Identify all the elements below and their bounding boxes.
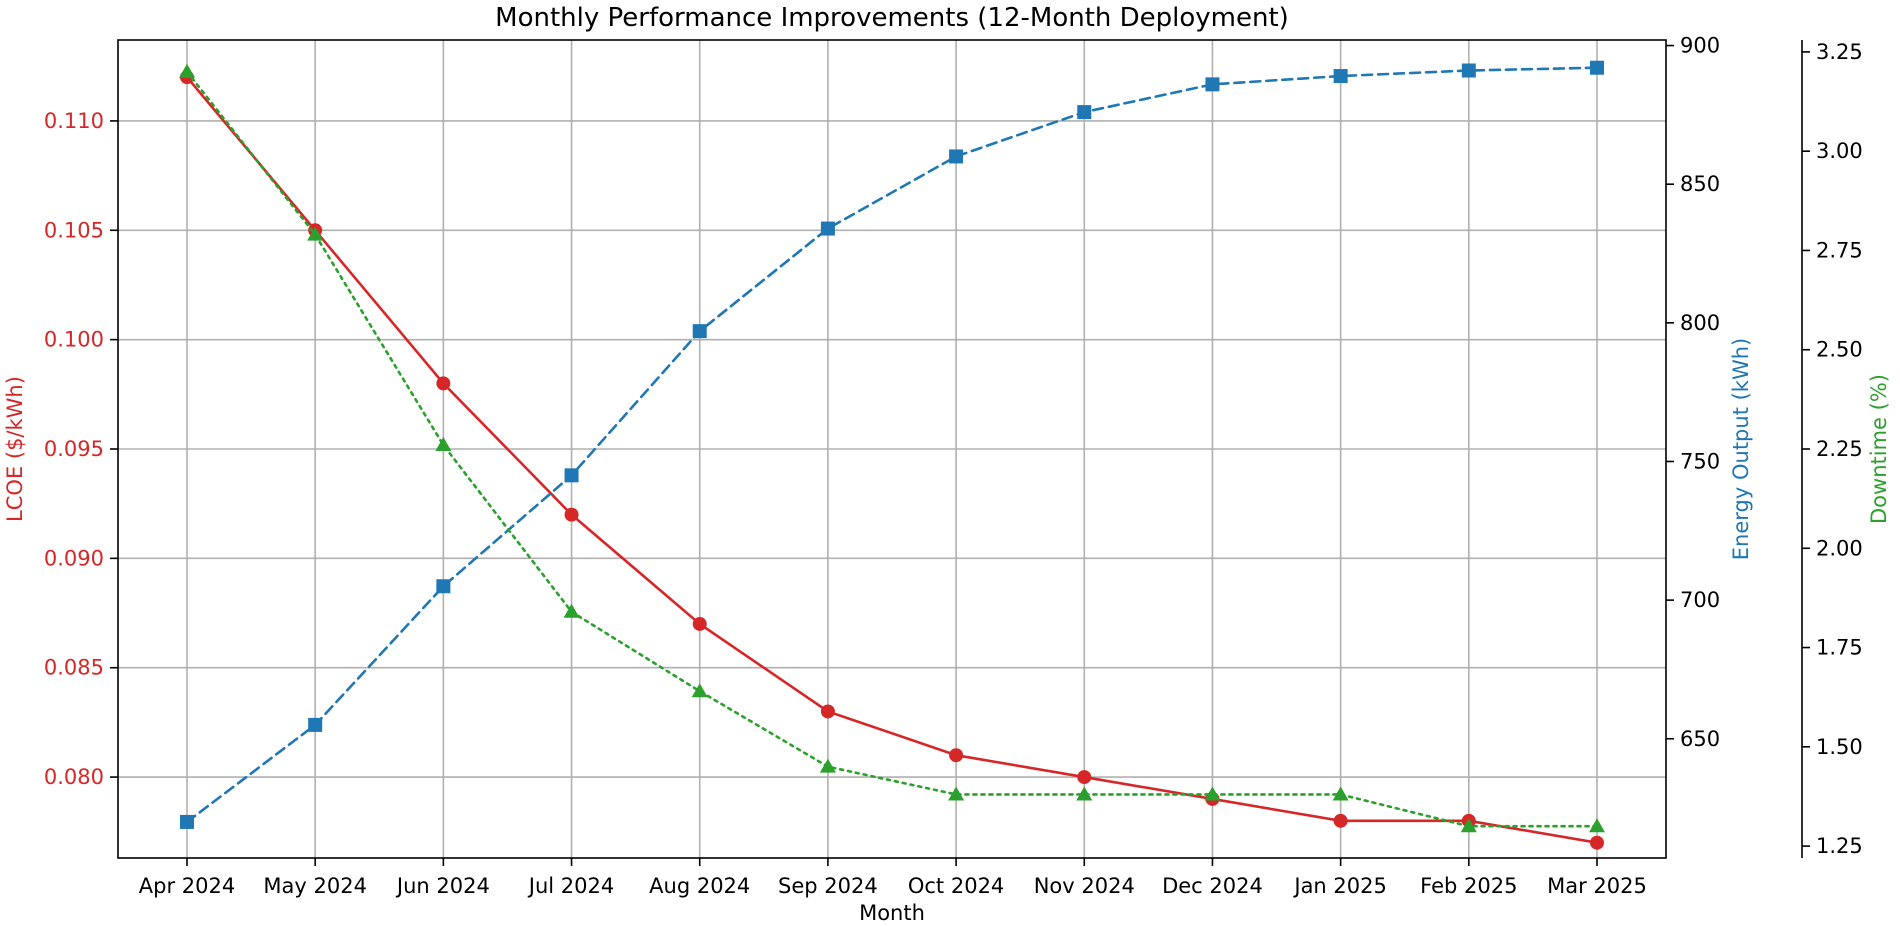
data-point (820, 221, 835, 236)
data-point (692, 616, 707, 631)
right-y-axis-label-energy: Energy Output (kWh) (1729, 338, 1753, 560)
right-y-axis-label-downtime: Downtime (%) (1867, 374, 1891, 524)
data-point (948, 786, 965, 801)
series-square (180, 60, 1604, 829)
data-point (691, 683, 708, 698)
x-tick-label: May 2024 (263, 874, 367, 898)
right-y-tick-label-downtime: 3.00 (1816, 139, 1863, 163)
right-y-tick-label-energy: 800 (1680, 311, 1720, 335)
left-y-tick-label: 0.095 (44, 437, 104, 461)
data-point (1589, 818, 1605, 833)
series-triangle (179, 63, 1605, 833)
data-point (1590, 835, 1604, 850)
series-line (185, 66, 1599, 824)
right-y-tick-label-energy: 650 (1680, 727, 1720, 751)
right-y-tick-label-energy: 900 (1680, 34, 1720, 58)
x-tick-label: Nov 2024 (1034, 874, 1135, 898)
left-y-axis-label: LCOE ($/kWh) (3, 376, 27, 522)
right-y-tick-label-downtime: 2.50 (1816, 338, 1863, 362)
data-point (1077, 770, 1092, 785)
x-tick-label: Sep 2024 (778, 874, 878, 898)
data-point (820, 704, 835, 719)
data-point (564, 468, 579, 483)
x-tick-label: Dec 2024 (1162, 874, 1263, 898)
data-point (563, 603, 580, 618)
data-point (1205, 77, 1220, 92)
data-point (308, 717, 323, 732)
data-point (1590, 60, 1604, 75)
data-point (436, 376, 451, 391)
x-axis-label: Month (859, 901, 925, 925)
x-tick-label: Mar 2025 (1547, 874, 1647, 898)
data-point (1332, 786, 1349, 801)
x-tick-label: Jul 2024 (527, 874, 614, 898)
axes: Apr 2024 May 2024 Jun 2024 Jul 2024 Aug 2024… (44, 34, 1863, 898)
right-y-tick-label-downtime: 1.50 (1816, 735, 1863, 759)
left-y-tick-label: 0.090 (44, 546, 104, 570)
data-point (692, 324, 707, 339)
right-y-tick-label-downtime: 2.00 (1816, 536, 1863, 560)
data-point (949, 149, 964, 164)
x-tick-label: Aug 2024 (649, 874, 750, 898)
right-y-tick-label-energy: 700 (1680, 588, 1720, 612)
right-y-tick-label-energy: 850 (1680, 172, 1720, 196)
right-y-tick-label-downtime: 3.25 (1816, 40, 1863, 64)
grid (118, 40, 1666, 858)
data-point (1204, 786, 1221, 801)
data-point (564, 507, 579, 522)
data-point (435, 437, 452, 452)
left-y-tick-label: 0.080 (44, 765, 104, 789)
right-y-tick-label-downtime: 2.75 (1816, 238, 1863, 262)
left-y-tick-label: 0.110 (44, 109, 104, 133)
data-point (436, 579, 451, 594)
x-tick-label: Oct 2024 (908, 874, 1004, 898)
plot-frame (117, 39, 1667, 859)
data-point (180, 814, 194, 829)
data-point (1333, 813, 1348, 828)
data-point (819, 758, 836, 773)
data-point (179, 63, 195, 78)
x-tick-label: Jun 2024 (395, 874, 490, 898)
right-y-tick-label-downtime: 2.25 (1816, 437, 1863, 461)
data-point (1333, 69, 1348, 84)
left-y-tick-label: 0.105 (44, 218, 104, 242)
data-point (1077, 105, 1092, 120)
left-y-tick-label: 0.085 (44, 656, 104, 680)
left-y-tick-label: 0.100 (44, 328, 104, 352)
right-y-tick-label-energy: 750 (1680, 449, 1720, 473)
data-point (307, 226, 324, 241)
series-circle (180, 70, 1604, 850)
data-point (949, 748, 964, 763)
right-y-tick-label-downtime: 1.75 (1816, 636, 1863, 660)
right-y-tick-label-downtime: 1.25 (1816, 834, 1863, 858)
data-point (1076, 786, 1093, 801)
x-tick-label: Feb 2025 (1420, 874, 1517, 898)
data-point (1461, 63, 1476, 78)
x-tick-label: Jan 2025 (1292, 874, 1387, 898)
series-line (185, 75, 1599, 844)
chart-title: Monthly Performance Improvements (12-Mon… (495, 3, 1289, 33)
data-point (1460, 818, 1477, 833)
x-tick-label: Apr 2024 (139, 874, 235, 898)
series-layer (179, 60, 1605, 850)
